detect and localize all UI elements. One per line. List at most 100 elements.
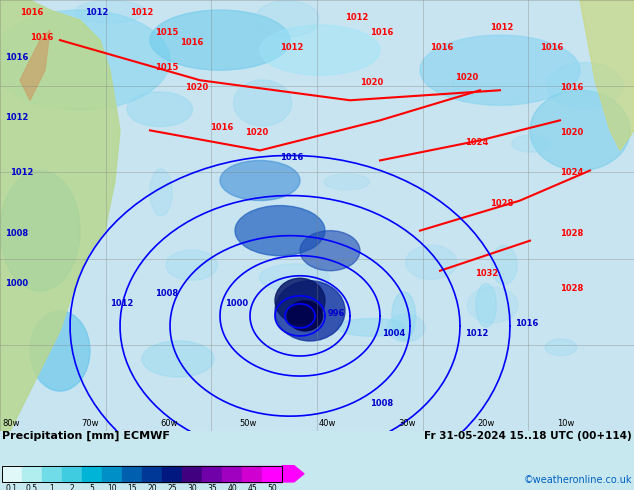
Text: 1028: 1028 — [560, 284, 583, 293]
Bar — [62, 466, 82, 482]
Text: 996: 996 — [328, 309, 346, 318]
Ellipse shape — [260, 25, 380, 75]
Bar — [82, 466, 102, 482]
Text: 1016: 1016 — [210, 123, 233, 132]
Text: 30w: 30w — [398, 419, 416, 428]
Text: 1000: 1000 — [5, 279, 28, 288]
Text: Precipitation [mm] ECMWF: Precipitation [mm] ECMWF — [2, 431, 170, 441]
Ellipse shape — [491, 245, 517, 285]
Text: 1020: 1020 — [360, 78, 383, 87]
Ellipse shape — [287, 301, 323, 331]
Polygon shape — [0, 0, 120, 431]
Polygon shape — [580, 0, 634, 150]
Ellipse shape — [0, 171, 80, 291]
Text: 15: 15 — [127, 484, 137, 490]
Text: 0.1: 0.1 — [6, 484, 18, 490]
Bar — [22, 466, 42, 482]
Text: 1008: 1008 — [155, 289, 178, 298]
Text: 40w: 40w — [319, 419, 337, 428]
Bar — [102, 466, 122, 482]
Text: 45: 45 — [247, 484, 257, 490]
Text: 30: 30 — [187, 484, 197, 490]
Ellipse shape — [324, 174, 370, 190]
Ellipse shape — [275, 278, 325, 323]
Text: 1012: 1012 — [345, 13, 368, 22]
Ellipse shape — [0, 10, 170, 110]
Text: 1016: 1016 — [20, 8, 43, 17]
Text: 0.5: 0.5 — [26, 484, 38, 490]
Text: 1016: 1016 — [540, 43, 564, 52]
Bar — [122, 466, 142, 482]
Text: 1016: 1016 — [30, 33, 53, 42]
Text: 40: 40 — [227, 484, 237, 490]
Bar — [222, 466, 242, 482]
Text: 1012: 1012 — [465, 329, 488, 338]
Bar — [182, 466, 202, 482]
Ellipse shape — [476, 284, 496, 327]
Text: 1016: 1016 — [515, 319, 538, 328]
Text: 2: 2 — [70, 484, 74, 490]
Text: 1012: 1012 — [85, 8, 108, 17]
Ellipse shape — [220, 160, 300, 200]
Text: 25: 25 — [167, 484, 177, 490]
Text: 10: 10 — [107, 484, 117, 490]
Text: 1012: 1012 — [110, 299, 133, 308]
Text: 1012: 1012 — [280, 43, 304, 52]
Ellipse shape — [233, 80, 292, 126]
Bar — [162, 466, 182, 482]
Ellipse shape — [387, 314, 425, 342]
Text: 80w: 80w — [2, 419, 20, 428]
Text: 1015: 1015 — [155, 28, 178, 37]
Text: 1016: 1016 — [180, 38, 204, 47]
Text: 1000: 1000 — [225, 299, 248, 308]
Text: 1012: 1012 — [130, 8, 153, 17]
Ellipse shape — [300, 231, 360, 271]
Ellipse shape — [512, 135, 552, 152]
Text: 1008: 1008 — [370, 399, 393, 408]
Text: 1024: 1024 — [465, 138, 488, 147]
Text: 1016: 1016 — [430, 43, 453, 52]
Ellipse shape — [142, 341, 214, 377]
Ellipse shape — [275, 281, 345, 341]
Text: 1: 1 — [49, 484, 55, 490]
Text: 1016: 1016 — [5, 53, 29, 62]
Bar — [2, 466, 282, 482]
FancyArrow shape — [282, 466, 304, 482]
Text: 1020: 1020 — [560, 128, 583, 137]
Text: 1012: 1012 — [10, 169, 34, 177]
Ellipse shape — [406, 245, 457, 279]
Text: 1028: 1028 — [490, 198, 514, 208]
Ellipse shape — [150, 10, 290, 70]
Text: 1020: 1020 — [455, 73, 478, 82]
Ellipse shape — [547, 62, 623, 109]
Text: 35: 35 — [207, 484, 217, 490]
Text: 5: 5 — [89, 484, 94, 490]
Ellipse shape — [235, 206, 325, 256]
Ellipse shape — [150, 169, 172, 216]
Ellipse shape — [467, 287, 518, 323]
Ellipse shape — [545, 339, 577, 356]
Ellipse shape — [30, 311, 90, 391]
Text: 1016: 1016 — [280, 153, 304, 163]
Text: 1020: 1020 — [245, 128, 268, 137]
Text: 1020: 1020 — [185, 83, 208, 92]
Text: 20w: 20w — [477, 419, 495, 428]
Bar — [242, 466, 262, 482]
Ellipse shape — [127, 92, 193, 126]
Text: 1004: 1004 — [382, 329, 405, 338]
Text: 60w: 60w — [160, 419, 178, 428]
Ellipse shape — [420, 35, 580, 105]
Text: 70w: 70w — [81, 419, 99, 428]
Bar — [202, 466, 222, 482]
Text: 50: 50 — [267, 484, 277, 490]
Text: 1015: 1015 — [155, 63, 178, 72]
Bar — [142, 466, 162, 482]
Ellipse shape — [259, 264, 329, 292]
Bar — [262, 466, 282, 482]
Text: 1016: 1016 — [370, 28, 393, 37]
Polygon shape — [20, 30, 50, 100]
Ellipse shape — [166, 250, 217, 280]
Text: 1008: 1008 — [5, 229, 28, 238]
Text: 1024: 1024 — [560, 169, 583, 177]
Text: 50w: 50w — [240, 419, 257, 428]
